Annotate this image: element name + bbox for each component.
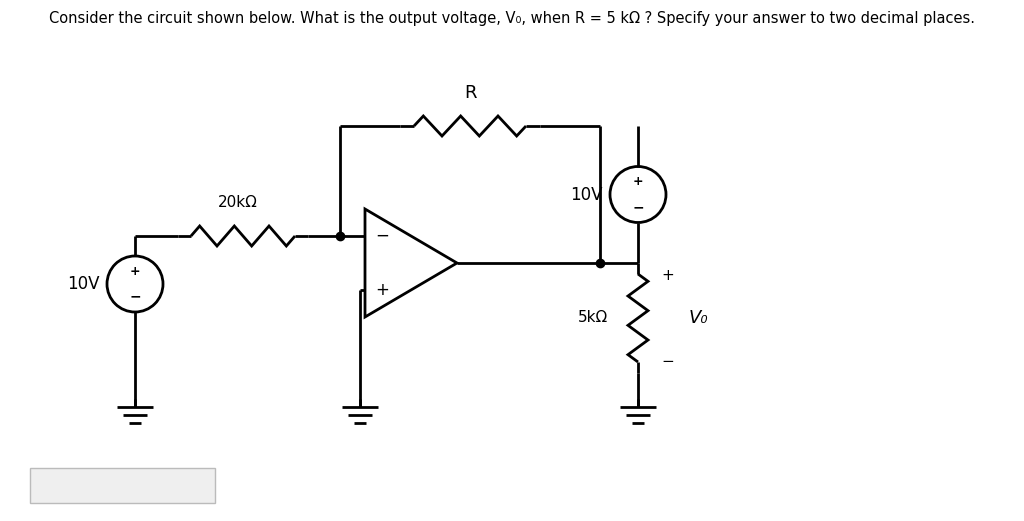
Text: V₀: V₀ bbox=[688, 309, 708, 327]
Text: 5kΩ: 5kΩ bbox=[578, 311, 608, 326]
Text: −: − bbox=[632, 200, 644, 214]
FancyBboxPatch shape bbox=[30, 468, 215, 503]
Text: +: + bbox=[130, 265, 140, 278]
Text: −: − bbox=[662, 354, 675, 368]
Text: 10V: 10V bbox=[67, 275, 99, 293]
Text: R: R bbox=[464, 84, 476, 102]
Text: +: + bbox=[633, 176, 643, 189]
Text: −: − bbox=[375, 227, 389, 245]
Text: −: − bbox=[129, 290, 141, 304]
Text: +: + bbox=[375, 281, 389, 299]
Text: 10V: 10V bbox=[569, 185, 602, 204]
Text: Consider the circuit shown below. What is the output voltage, V₀, when R = 5 kΩ : Consider the circuit shown below. What i… bbox=[49, 11, 975, 26]
Text: 20kΩ: 20kΩ bbox=[218, 195, 258, 210]
Text: +: + bbox=[662, 267, 675, 282]
